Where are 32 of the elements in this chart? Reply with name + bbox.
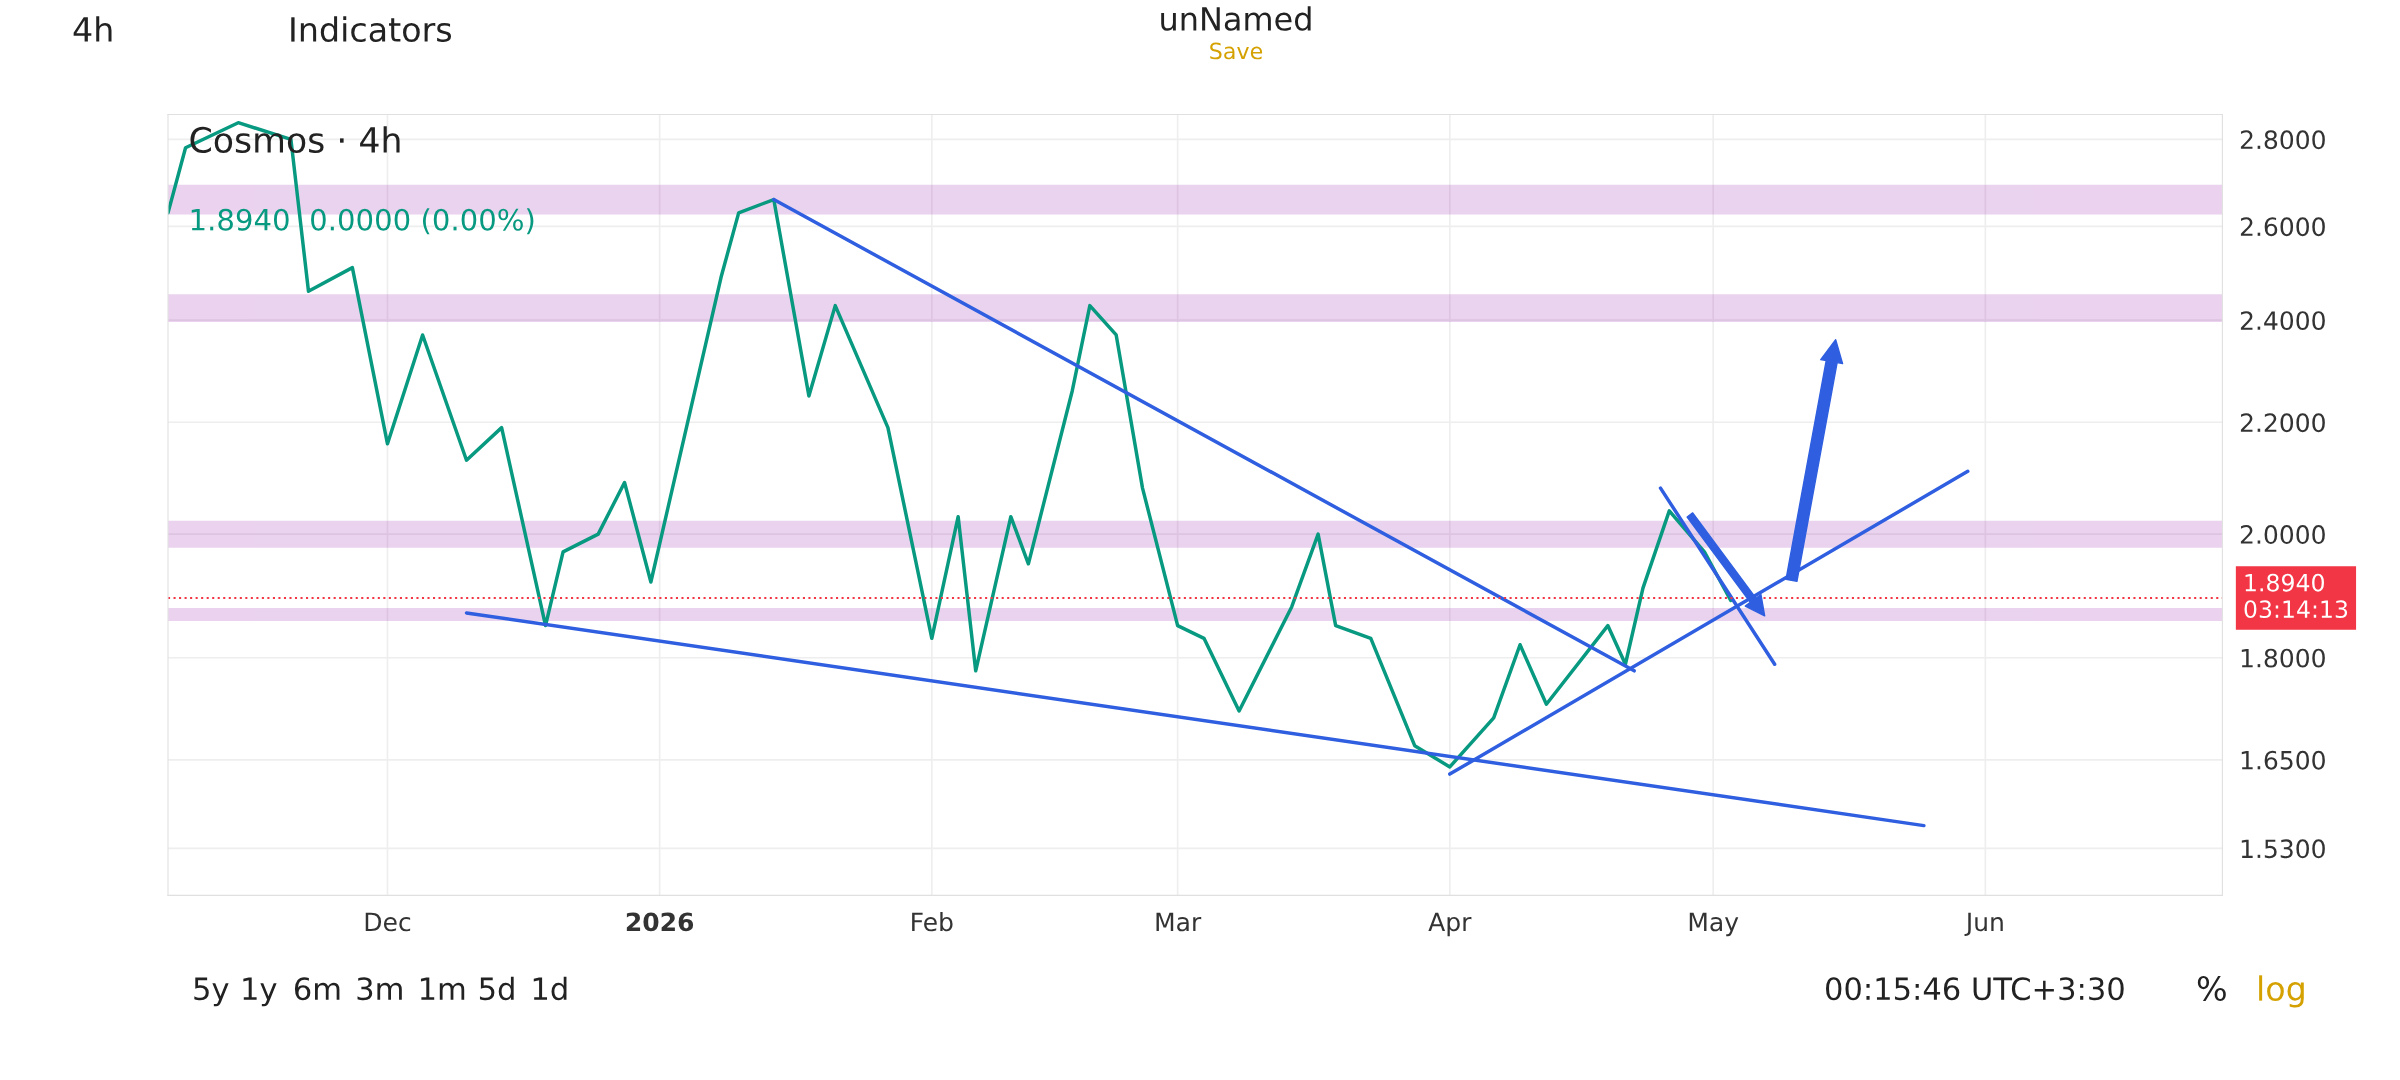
- text: %: [2197, 975, 2226, 1002]
- x-tick-label: Mar: [1156, 912, 1202, 932]
- text: 6m: [294, 977, 340, 1001]
- text: 1m: [420, 977, 465, 1000]
- x-tick-label: Apr: [1428, 912, 1472, 937]
- text: 1d: [533, 976, 567, 1001]
- text: 3m: [357, 977, 402, 1001]
- x-tick-label: Feb: [912, 911, 953, 932]
- text: Indicators: [291, 16, 452, 43]
- y-tick-label: 1.8000: [2241, 648, 2325, 668]
- annotation: 1.8940 0.0000 (0.00%): [191, 208, 534, 235]
- text: 5d: [479, 976, 514, 1001]
- text: 1y: [243, 977, 277, 1007]
- y-tick-label: 2.8000: [2240, 130, 2325, 150]
- text: 5y: [194, 977, 229, 1007]
- text: log: [2259, 975, 2304, 1008]
- text: 00:15:46 UTC+3:30: [1826, 977, 2124, 1001]
- ref-line-label: 1.8940 03:14:13: [2244, 573, 2348, 619]
- y-tick-label: 2.2000: [2240, 413, 2325, 433]
- y-tick-label: 2.0000: [2240, 525, 2325, 544]
- text: Save: [1210, 42, 1263, 60]
- x-tick-label: 2026: [626, 912, 694, 932]
- y-tick-label: 2.4000: [2240, 311, 2325, 331]
- text: unNamed: [1161, 6, 1311, 31]
- y-tick-label: 1.6500: [2241, 750, 2325, 770]
- line-series: [168, 120, 1733, 769]
- x-tick-label: Jun: [1964, 912, 2003, 936]
- y-tick-label: 1.5300: [2241, 839, 2325, 859]
- y-tick-label: 2.6000: [2240, 217, 2325, 237]
- x-tick-label: May: [1689, 912, 1739, 937]
- x-tick-label: Dec: [365, 912, 411, 932]
- text: 4h: [73, 16, 112, 42]
